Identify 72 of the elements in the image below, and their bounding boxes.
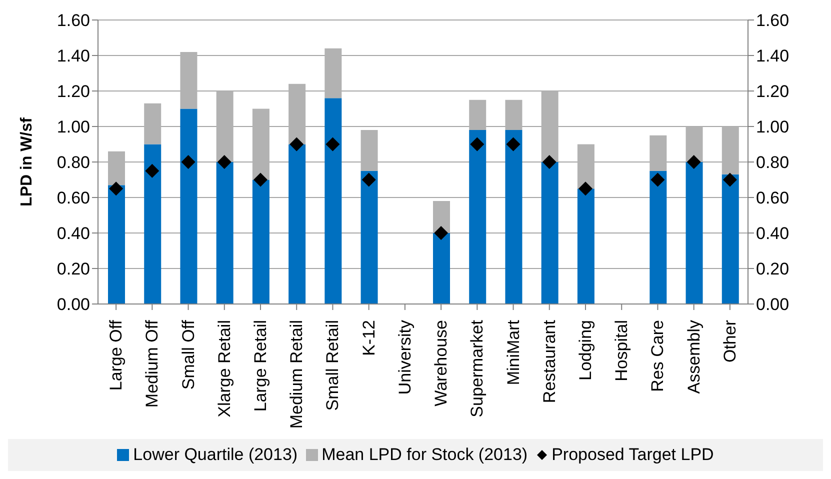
- bar: [216, 162, 234, 304]
- x-tick-label: Small Retail: [323, 320, 342, 411]
- y2-tick-label: 0.80: [756, 153, 790, 172]
- point: [290, 137, 304, 152]
- point: [506, 137, 520, 152]
- y2-tick-label: 0.20: [756, 260, 790, 279]
- point: [145, 164, 160, 178]
- y2-tick-label: 1.00: [756, 118, 790, 137]
- x-tick-label: Large Retail: [251, 320, 270, 412]
- x-tick-label: MiniMart: [504, 320, 523, 386]
- y-tick-label: 0.80: [56, 153, 90, 172]
- bar: [722, 174, 739, 304]
- y2-tick-label: 0.40: [756, 224, 790, 244]
- bar: [505, 130, 522, 304]
- bar: [360, 170, 378, 304]
- x-tick-label: Small Off: [178, 320, 198, 390]
- legend-label: Lower Quartile (2013): [132, 445, 298, 465]
- bar: [180, 108, 198, 304]
- point: [470, 137, 484, 152]
- point: [109, 182, 124, 196]
- point: [542, 155, 556, 169]
- x-tick-label: Large Off: [106, 320, 126, 391]
- x-tick-label: K-12: [359, 320, 378, 356]
- x-tick-label: Assembly: [684, 320, 704, 394]
- bar: [252, 180, 270, 304]
- point: [254, 172, 268, 187]
- point: [650, 172, 665, 187]
- y2-tick-label: 1.60: [756, 11, 790, 30]
- y-tick-label: 0.60: [56, 188, 90, 208]
- y2-tick-label: 1.40: [756, 46, 790, 66]
- bar: [469, 130, 486, 304]
- x-tick-label: Medium Off: [142, 320, 162, 408]
- y-tick-label: 1.20: [56, 82, 90, 102]
- y-tick-label: 1.40: [56, 46, 90, 66]
- x-tick-label: Medium Retail: [287, 320, 306, 429]
- bar: [650, 170, 667, 304]
- x-tick-label: Hospital: [612, 320, 632, 382]
- y-axis-title: LPD in W/sf: [18, 116, 36, 206]
- point: [217, 155, 232, 169]
- point: [434, 226, 448, 240]
- point: [362, 172, 376, 187]
- y-tick-label: 0.00: [56, 295, 90, 314]
- y-tick-label: 1.00: [56, 118, 90, 137]
- y2-tick-label: 0.00: [756, 295, 790, 314]
- point: [326, 137, 340, 152]
- x-tick-label: Restaurant: [540, 320, 559, 404]
- point: [686, 155, 701, 169]
- bar: [541, 162, 558, 304]
- bar: [144, 144, 162, 304]
- bar: [433, 233, 450, 304]
- bar: [686, 162, 703, 304]
- point: [578, 182, 592, 196]
- x-tick-label: Lodging: [576, 320, 595, 381]
- bar: [577, 188, 594, 304]
- x-tick-label: Res Care: [648, 320, 668, 392]
- x-tick-label: Xlarge Retail: [214, 320, 234, 418]
- x-tick-label: Supermarket: [468, 320, 487, 418]
- y2-tick-label: 0.60: [756, 188, 790, 208]
- bar: [324, 98, 342, 304]
- x-tick-label: Other: [720, 320, 740, 363]
- x-tick-label: University: [395, 320, 414, 395]
- y-tick-label: 0.40: [56, 224, 90, 244]
- y-tick-label: 0.20: [56, 260, 90, 279]
- legend-label: Proposed Target LPD: [550, 445, 714, 465]
- bar: [288, 144, 306, 304]
- x-tick-label: Warehouse: [432, 320, 451, 406]
- bar: [108, 185, 125, 304]
- point: [722, 172, 737, 187]
- legend-label: Mean LPD for Stock (2013): [320, 445, 528, 465]
- y2-tick-label: 1.20: [756, 82, 790, 102]
- y-tick-label: 1.60: [56, 11, 90, 30]
- point: [181, 155, 196, 169]
